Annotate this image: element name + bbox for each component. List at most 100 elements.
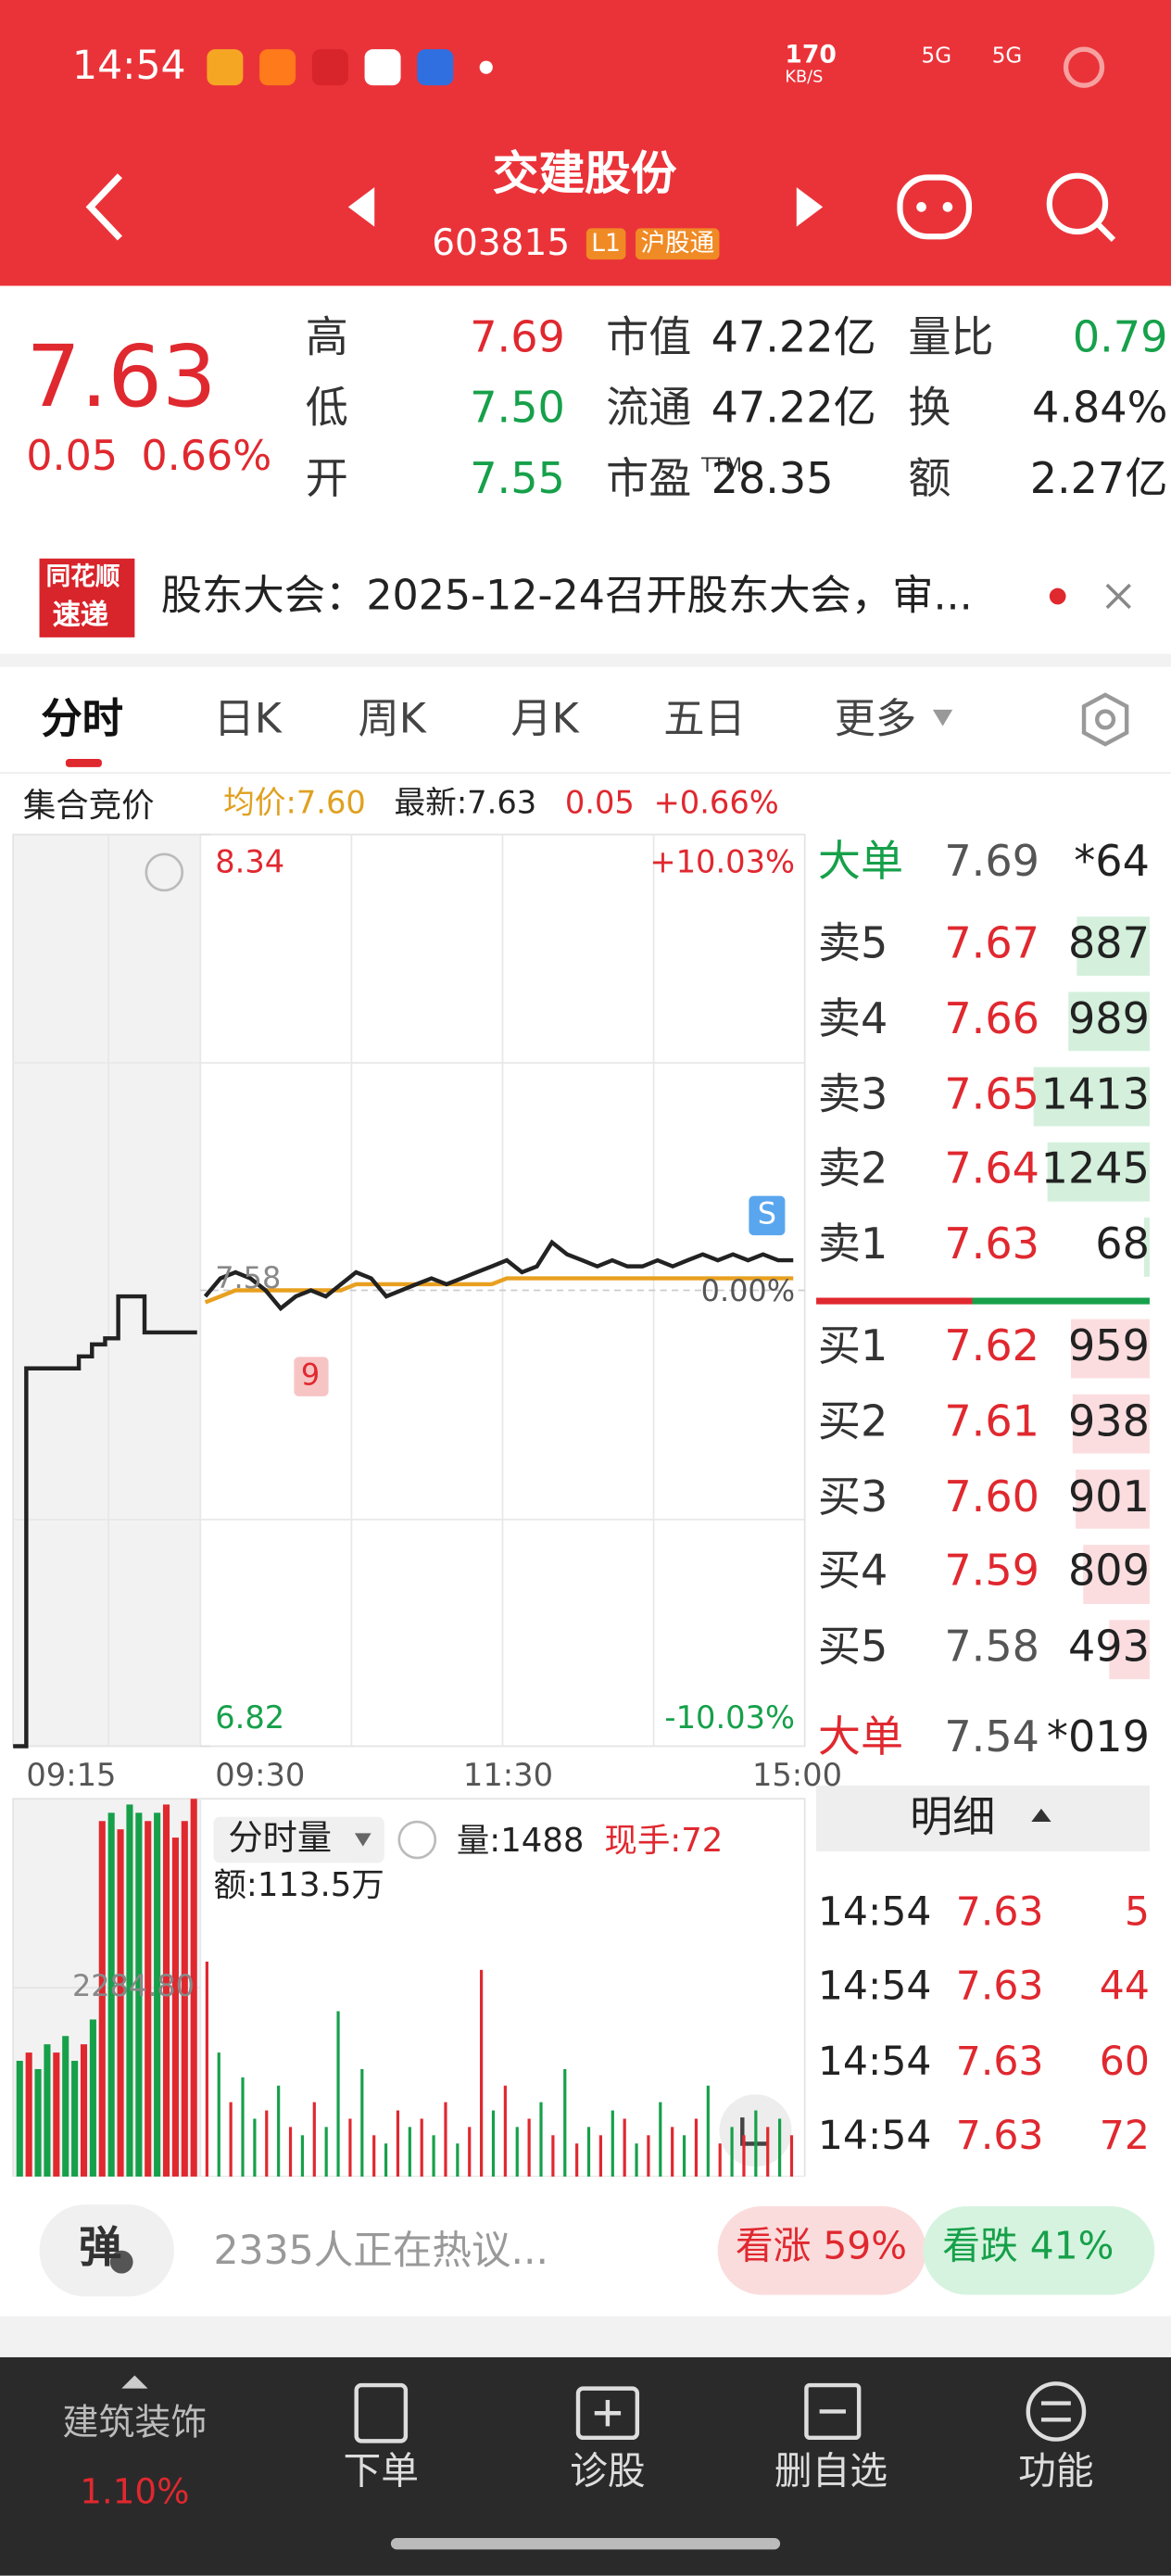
spread-red — [816, 1297, 973, 1305]
book-volume-bar — [1033, 1067, 1150, 1127]
bull-pill[interactable] — [717, 2205, 926, 2295]
y-tick-label: 8.34 — [215, 844, 285, 881]
volume-bar — [659, 2102, 662, 2177]
back-icon[interactable] — [85, 173, 122, 241]
nav-up — [121, 2375, 148, 2389]
trade-price: 7.63 — [955, 1964, 1044, 2010]
danmu-icon[interactable]: 弹 — [79, 2224, 122, 2274]
diagnose-icon — [575, 2386, 640, 2441]
trade-price: 7.63 — [955, 2112, 1044, 2159]
detail-label[interactable]: 明细 — [910, 1793, 996, 1844]
trade-qty: 72 — [1099, 2112, 1150, 2159]
tab[interactable]: 日K — [213, 694, 282, 743]
volume-bar — [145, 1821, 152, 2177]
volume-bar — [53, 2052, 60, 2177]
danmu-button[interactable] — [39, 2204, 174, 2297]
news-text[interactable]: 股东大会：2025-12-24召开股东大会，审... — [160, 571, 973, 620]
next-icon[interactable] — [796, 187, 824, 227]
divider — [0, 772, 1171, 774]
volume-bar — [217, 2052, 220, 2177]
nav-item[interactable]: 删自选 — [774, 2451, 888, 2494]
app-icon — [364, 49, 401, 86]
auction-label: 集合竞价 — [22, 785, 155, 825]
x-tick-label: 15:00 — [751, 1757, 843, 1794]
bear-pill[interactable] — [923, 2205, 1155, 2295]
volume-bar — [71, 2061, 79, 2177]
volume-bar — [181, 1821, 188, 2177]
volume-bar — [706, 2085, 710, 2177]
trade-price: 7.63 — [955, 1888, 1044, 1936]
bear-ratio[interactable]: 看跌 41% — [942, 2226, 1114, 2269]
help-icon[interactable] — [397, 1820, 437, 1860]
book-label: 卖4 — [817, 994, 888, 1045]
book-price: 7.58 — [944, 1623, 1039, 1673]
robot-icon[interactable] — [897, 174, 973, 240]
bull-ratio[interactable]: 看涨 59% — [735, 2226, 907, 2269]
stat-value: 4.84% — [1032, 384, 1168, 435]
book-price: 7.65 — [944, 1070, 1039, 1120]
volume-bar — [730, 2127, 734, 2177]
book-qty: 901 — [1067, 1472, 1150, 1522]
volume-bar — [277, 2085, 281, 2177]
volume-bar — [539, 2102, 543, 2177]
remove-icon — [804, 2382, 862, 2441]
volume-mode[interactable]: 分时量 — [228, 1818, 333, 1859]
close-icon[interactable] — [1105, 583, 1131, 610]
sector-name[interactable]: 建筑装饰 — [62, 2403, 208, 2444]
nav-item[interactable]: 下单 — [343, 2451, 420, 2494]
stock-code: 603815 — [432, 223, 571, 265]
last-price: 7.63 — [26, 328, 217, 427]
trade-qty: 60 — [1099, 2038, 1150, 2084]
net-speed: 170 — [785, 39, 837, 69]
book-label: 卖5 — [817, 919, 888, 969]
book-qty: 493 — [1067, 1623, 1150, 1673]
stat-label: 额 — [908, 455, 951, 505]
volume-bar — [135, 1812, 143, 2177]
book-volume-bar — [1143, 1217, 1150, 1277]
tab[interactable]: 分时 — [41, 694, 123, 743]
volume-bar — [288, 2127, 293, 2177]
comment-text[interactable]: 2335人正在热议... — [213, 2227, 549, 2274]
detail-box[interactable] — [816, 1786, 1150, 1851]
divider — [0, 653, 1171, 667]
book-label: 买5 — [817, 1623, 888, 1673]
tab[interactable]: 周K — [358, 694, 426, 743]
book-price: 7.67 — [944, 919, 1039, 969]
nav-item[interactable]: 功能 — [1018, 2451, 1094, 2494]
book-volume-bar — [1109, 1620, 1150, 1680]
marker-box — [749, 1195, 786, 1236]
help-icon[interactable] — [145, 852, 184, 892]
trade-time: 14:54 — [817, 1964, 932, 2010]
tab[interactable]: 五日 — [663, 694, 746, 743]
book-price: 7.69 — [944, 838, 1039, 888]
pct-label: -10.03% — [664, 1699, 796, 1736]
book-price: 7.64 — [944, 1145, 1039, 1195]
pct-label: +10.03% — [649, 844, 796, 881]
stat-value: 7.69 — [470, 313, 565, 363]
mode-box[interactable] — [213, 1816, 384, 1863]
prev-icon[interactable] — [347, 187, 375, 227]
book-price: 7.59 — [944, 1547, 1039, 1597]
volume-bar — [635, 2143, 638, 2177]
settings-icon[interactable] — [1081, 692, 1129, 747]
volume-qty: 量:1488 — [456, 1820, 585, 1860]
tab[interactable]: 更多 — [834, 694, 917, 743]
base-pct: 0.00% — [700, 1273, 796, 1309]
robot-eye — [916, 202, 926, 212]
nav-item[interactable]: 诊股 — [570, 2451, 646, 2494]
book-qty: 68 — [1095, 1220, 1150, 1270]
volume-bar — [241, 2077, 245, 2177]
volume-bar — [408, 2127, 411, 2177]
book-price: 7.60 — [944, 1472, 1039, 1522]
book-price: 7.62 — [944, 1322, 1039, 1372]
volume-bar — [25, 2052, 32, 2177]
search-icon[interactable] — [1046, 172, 1109, 235]
x-tick-label: 09:15 — [26, 1757, 117, 1794]
trade-time: 14:54 — [817, 1888, 932, 1936]
divider — [0, 525, 1171, 543]
stat-value: 2.27亿 — [1029, 455, 1168, 505]
book-label: 卖3 — [817, 1070, 888, 1120]
change: 0.05 — [26, 432, 119, 480]
stat-value: 47.22亿 — [711, 313, 876, 363]
tab[interactable]: 月K — [510, 694, 579, 743]
